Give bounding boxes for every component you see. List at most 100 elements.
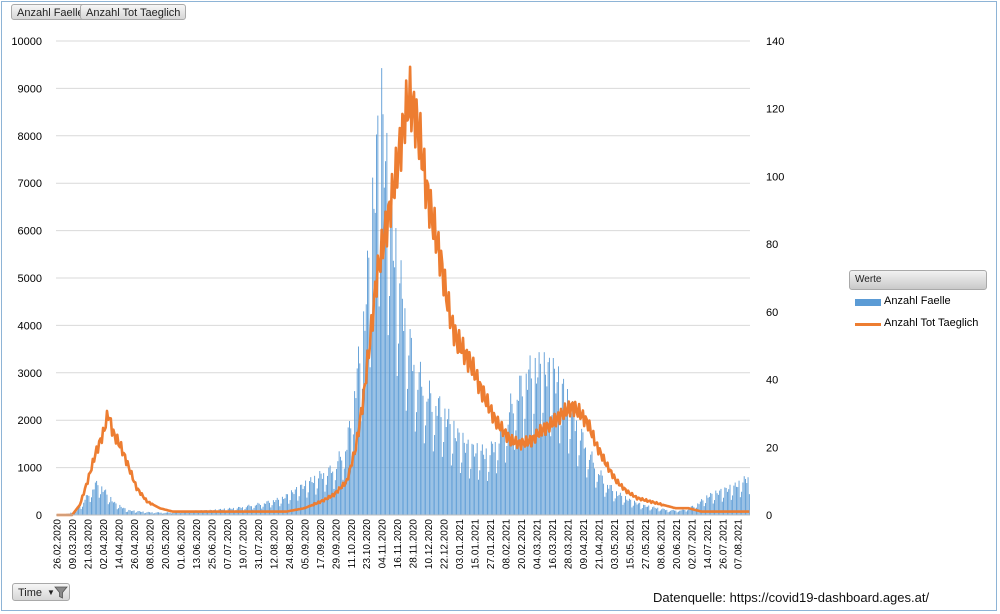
case-bar (730, 499, 732, 515)
case-bar (708, 496, 710, 515)
case-bar (351, 456, 353, 515)
case-bar (471, 443, 473, 515)
x-tick-label: 21.04.2021 (594, 519, 605, 569)
case-bar (427, 398, 429, 515)
case-bar (426, 401, 428, 515)
case-bar (136, 512, 138, 515)
case-bar (583, 448, 585, 515)
case-bar (266, 501, 268, 515)
case-bar (307, 492, 309, 515)
y-right-tick-label: 60 (766, 307, 778, 319)
case-bar (493, 452, 495, 515)
deaths-line-path (56, 65, 750, 517)
x-tick-label: 28.11.2020 (409, 519, 420, 569)
x-tick-label: 15.05.2021 (625, 519, 636, 569)
case-bar (675, 510, 677, 515)
case-bar (467, 439, 469, 515)
case-bar (217, 511, 219, 515)
case-bar (533, 413, 535, 515)
case-bar (112, 502, 114, 515)
case-bar (143, 513, 145, 515)
case-bar (725, 487, 727, 515)
case-bar (123, 507, 125, 515)
case-bar (723, 497, 725, 515)
case-bar (125, 512, 127, 515)
case-bar (199, 511, 201, 515)
case-bar (681, 509, 683, 515)
case-bar (734, 482, 736, 515)
x-tick-label: 16.11.2020 (393, 519, 404, 569)
case-bar (167, 512, 169, 515)
x-tick-label: 09.04.2021 (579, 519, 590, 569)
case-bar (459, 473, 461, 515)
case-bar (177, 511, 179, 515)
case-bar (605, 492, 607, 515)
case-bar (463, 442, 465, 515)
case-bar (688, 508, 690, 515)
case-bar (616, 491, 617, 515)
legend-label-cases: Anzahl Faelle (884, 295, 951, 307)
x-tick-label: 01.06.2020 (177, 519, 188, 569)
case-bar (134, 512, 136, 515)
case-bar (417, 389, 419, 515)
case-bar (468, 478, 470, 515)
case-bar (552, 358, 554, 515)
case-bar (321, 478, 323, 515)
case-bar (352, 434, 354, 515)
case-bar (405, 410, 407, 515)
case-bar (376, 134, 378, 515)
case-bar (258, 503, 260, 515)
case-bar (515, 430, 517, 515)
data-source-note: Datenquelle: https://covid19-dashboard.a… (653, 590, 930, 605)
case-bar (506, 445, 508, 515)
case-bar (180, 513, 181, 515)
y-right-tick-label: 120 (766, 104, 784, 116)
case-bar (699, 501, 701, 515)
case-bar (292, 492, 294, 515)
case-bar (502, 433, 504, 515)
case-bar (570, 413, 572, 515)
x-tick-label: 12.08.2020 (269, 519, 280, 569)
case-bar (176, 511, 178, 515)
field-button-anzahl-tot-taeglich[interactable]: Anzahl Tot Taeglich (80, 4, 187, 20)
case-bar (712, 503, 714, 515)
case-bar (185, 511, 187, 515)
case-bar (637, 503, 639, 515)
case-bar (79, 506, 81, 515)
case-bar (297, 500, 299, 515)
case-bar (428, 380, 430, 515)
case-bar (657, 507, 659, 515)
case-bar (609, 485, 611, 515)
gridlines (56, 40, 750, 516)
case-bar (319, 471, 321, 515)
case-bar (448, 408, 450, 515)
case-bar (439, 396, 441, 515)
case-bar (265, 503, 267, 515)
case-bar (401, 298, 403, 515)
case-bar (182, 511, 184, 515)
case-bar (572, 401, 574, 515)
case-bar (160, 512, 162, 515)
case-bar (674, 510, 675, 515)
case-bar (456, 441, 457, 515)
case-bar (391, 202, 393, 515)
case-bar (412, 371, 414, 515)
case-bar (343, 468, 345, 515)
case-bar (91, 497, 92, 515)
x-tick-label: 31.07.2020 (254, 519, 265, 569)
case-bar (225, 511, 227, 515)
case-bar (395, 228, 397, 515)
case-bar (377, 115, 379, 515)
case-bar (359, 363, 361, 515)
x-tick-label: 07.08.2021 (734, 519, 745, 569)
field-button-anzahl-faelle[interactable]: Anzahl Faelle (11, 4, 90, 20)
case-bar (644, 504, 646, 515)
case-bar (462, 432, 464, 515)
time-filter-button[interactable]: Time ▼ (12, 583, 70, 601)
y-left-tick-label: 0 (36, 510, 42, 522)
case-bar (498, 443, 500, 515)
legend-title[interactable]: Werte (849, 270, 987, 290)
case-bar (702, 500, 704, 515)
x-tick-label: 13.06.2020 (192, 519, 203, 569)
